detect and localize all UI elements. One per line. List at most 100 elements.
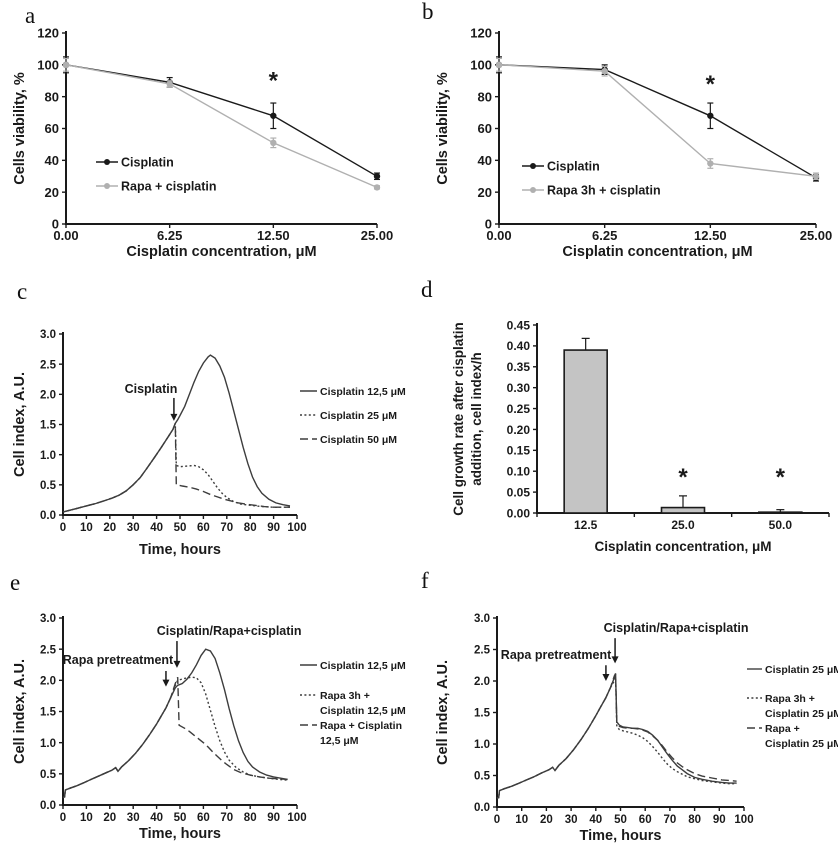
y-axis-title: Cells viability, %	[12, 72, 28, 185]
y-tick-label: 3.0	[474, 613, 490, 625]
x-tick-label: 50	[174, 522, 187, 534]
data-point	[707, 112, 714, 119]
x-tick-label: 10	[80, 522, 93, 534]
legend-label: Cisplatin	[121, 156, 174, 170]
y-tick-label: 0.30	[507, 381, 531, 395]
x-tick-label: 100	[287, 522, 306, 534]
series-line	[498, 64, 817, 179]
annotation-arrowhead	[611, 656, 619, 664]
data-point	[270, 139, 277, 147]
x-tick-label: 80	[244, 522, 257, 534]
panel-b: b 0 20 40 60 80 100 120 0.00 6.25 12.50 25.00 Cells…	[419, 0, 838, 270]
y-tick-label: 60	[45, 121, 59, 136]
x-axis-title: Time, hours	[580, 828, 662, 844]
chart-f-svg: 0.0 0.5 1.0 1.5 2.0 2.5 3.0 0 10 20 30 40 50 60 70 80 90…	[435, 613, 838, 844]
y-tick-label: 0.20	[507, 423, 531, 437]
y-tick-label: 0.5	[40, 480, 57, 492]
data-point	[166, 80, 173, 88]
y-tick-label: 0.0	[40, 510, 56, 522]
panel-e: e 0.0 0.5 1.0 1.5 2.0 2.5 3.0 0 10 20 30 40 50 60 70 80…	[0, 565, 419, 846]
x-tick-label: 0	[60, 812, 66, 824]
y-tick-label: 1.5	[474, 708, 491, 720]
x-tick-label: 25.00	[361, 228, 394, 243]
panel-d-chart: 0.00 0.05 0.10 0.15 0.20 0.25 0.30 0.35 0.40 0.45…	[419, 270, 838, 565]
y-tick-label: 0.5	[474, 771, 491, 783]
y-tick-label: 0.0	[474, 802, 490, 814]
chart-b-svg: 0 20 40 60 80 100 120 0.00 6.25 12.50 25.00 Cells v…	[435, 26, 832, 260]
y-tick-label: 2.0	[40, 389, 56, 401]
y-tick-label: 60	[478, 121, 492, 136]
x-tick-label: 100	[734, 814, 753, 826]
y-axis-title: addition, cell index/h	[469, 352, 484, 486]
annotation-arrowhead	[602, 674, 610, 681]
y-tick-label: 1.5	[40, 707, 57, 719]
x-tick-label: 20	[540, 814, 553, 826]
x-axis-title: Cisplatin concentration, μM	[594, 539, 771, 554]
legend-label: Rapa +	[765, 723, 800, 735]
legend-label: Rapa 3h +	[320, 690, 370, 702]
y-tick-label: 120	[37, 26, 59, 41]
series-line	[62, 354, 291, 513]
x-tick-label: 12.50	[257, 228, 290, 243]
y-tick-label: 2.5	[474, 645, 491, 657]
x-tick-label: 90	[267, 522, 280, 534]
series-line	[496, 673, 737, 799]
x-tick-label: 50	[614, 814, 627, 826]
x-tick-label: 12.50	[694, 228, 727, 243]
significance-star: *	[269, 68, 279, 95]
x-tick-label: 50.0	[769, 518, 793, 532]
x-axis-title: Cisplatin concentration, μM	[562, 244, 752, 260]
significance-star: *	[678, 464, 688, 491]
series-line	[498, 64, 817, 177]
panel-b-letter: b	[422, 0, 434, 24]
series-line	[62, 648, 288, 799]
y-tick-label: 0.0	[40, 800, 56, 812]
legend-label: Cisplatin 25 μM	[320, 410, 397, 422]
y-axis-title: Cell growth rate after cisplatin	[451, 322, 466, 516]
legend-label: Cisplatin 25 μM	[765, 738, 838, 750]
x-axis-title: Time, hours	[139, 826, 221, 842]
y-tick-label: 1.0	[474, 739, 490, 751]
y-tick-label: 0.10	[507, 465, 531, 479]
y-tick-label: 2.5	[40, 644, 57, 656]
panel-f: f 0.0 0.5 1.0 1.5 2.0 2.5 3.0 0 10 20 30 40 50 60 70 80…	[419, 565, 838, 846]
x-tick-label: 70	[664, 814, 677, 826]
series-line	[65, 64, 378, 177]
annotation-arrowhead	[162, 679, 170, 687]
y-tick-label: 0.40	[507, 339, 531, 353]
y-axis-title: Cells viability, %	[435, 72, 451, 185]
y-tick-label: 0	[52, 217, 59, 232]
y-tick-label: 1.0	[40, 738, 56, 750]
y-tick-label: 3.0	[40, 613, 56, 625]
panel-b-chart: 0 20 40 60 80 100 120 0.00 6.25 12.50 25.00 Cells v…	[419, 0, 838, 270]
panel-a: a 0 20 40 60 80 100 120 0.00 6.25 12.50 25.00 Cells…	[0, 0, 419, 270]
x-tick-label: 100	[287, 812, 306, 824]
x-tick-label: 40	[589, 814, 602, 826]
y-tick-label: 80	[45, 89, 59, 104]
panel-f-letter: f	[421, 568, 429, 593]
legend-label: Cisplatin 12,5 μM	[320, 705, 406, 717]
x-tick-label: 10	[515, 814, 528, 826]
annotation-label: Cisplatin/Rapa+cisplatin	[604, 621, 749, 635]
x-tick-label: 12.5	[574, 518, 598, 532]
panel-c-letter: c	[17, 279, 28, 304]
y-tick-label: 100	[470, 58, 492, 73]
x-tick-label: 0.00	[486, 228, 511, 243]
y-tick-label: 20	[478, 185, 492, 200]
x-tick-label: 60	[639, 814, 652, 826]
x-tick-label: 20	[103, 812, 116, 824]
legend-marker	[104, 159, 110, 165]
x-tick-label: 50	[174, 812, 187, 824]
x-tick-label: 40	[150, 522, 163, 534]
y-tick-label: 1.0	[40, 450, 56, 462]
annotation-label: Rapa pretreatment	[63, 653, 174, 667]
data-point	[812, 173, 820, 180]
series-line	[496, 674, 737, 799]
legend-label: Cisplatin 12,5 μM	[320, 386, 406, 398]
y-tick-label: 100	[37, 58, 59, 73]
panel-e-chart: 0.0 0.5 1.0 1.5 2.0 2.5 3.0 0 10 20 30 40 50 60 70 80 90…	[0, 565, 419, 846]
y-tick-label: 0	[485, 217, 492, 232]
y-tick-label: 40	[45, 153, 59, 168]
y-tick-label: 0.25	[507, 402, 531, 416]
data-point	[373, 184, 381, 191]
